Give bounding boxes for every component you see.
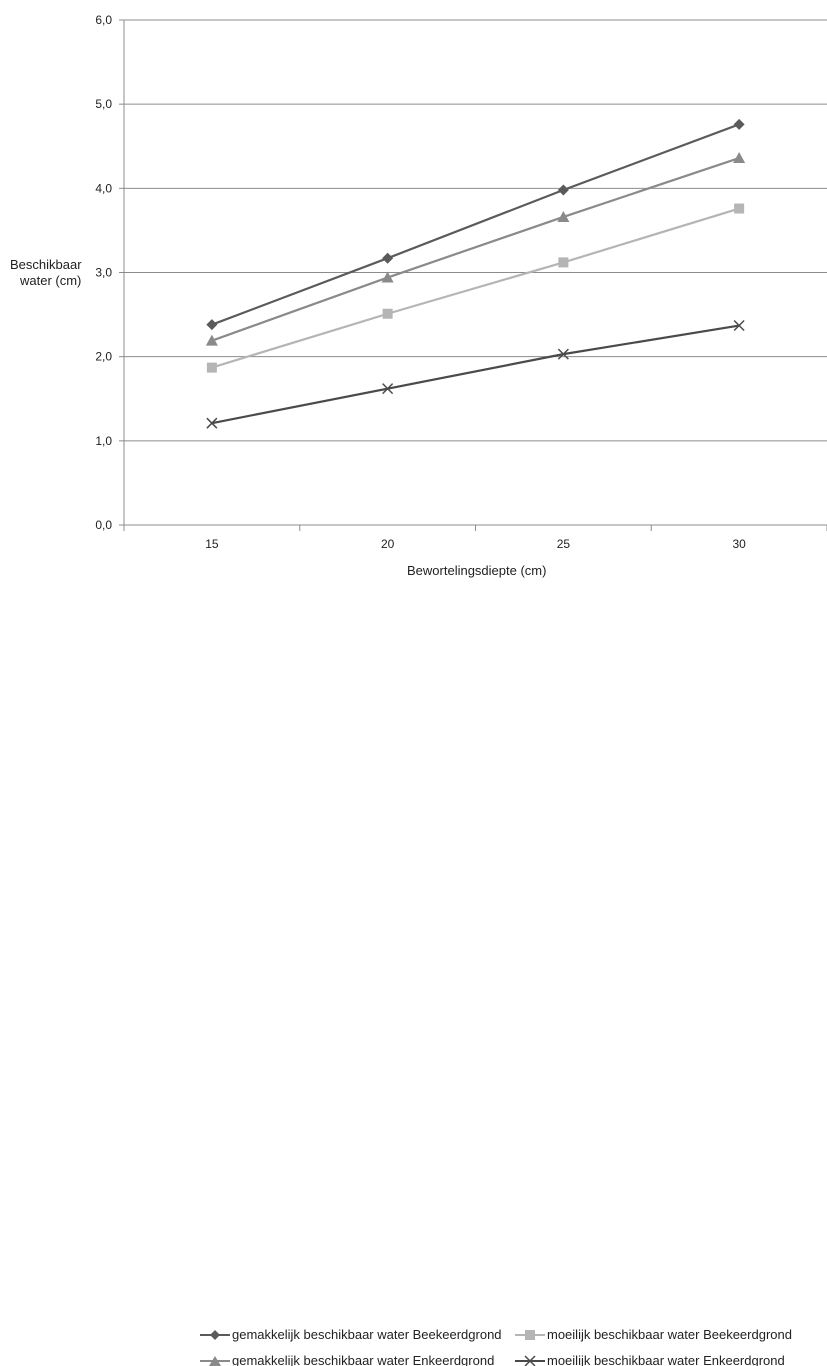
line-chart: 0,0 1,0 2,0 3,0 4,0 5,0 6,0 15 20 25 30 Beschikbaa… [0, 0, 827, 683]
legend-marker-square [515, 1329, 545, 1341]
legend-marker-x [515, 1355, 545, 1366]
data-point-s2-3 [558, 257, 568, 267]
legend-label-series-4: moeilijk beschikbaar water Enkeerdgrond [547, 1353, 785, 1366]
y-tick-label-3: 3,0 [95, 266, 112, 280]
y-tick-label-6: 6,0 [95, 13, 112, 27]
data-point-s2-4 [734, 204, 744, 214]
legend-item-series-3: gemakkelijk beschikbaar water Enkeerdgro… [200, 1353, 494, 1366]
x-tick-label-1: 20 [381, 537, 395, 551]
series-line-2 [212, 209, 739, 368]
series-line-4 [212, 326, 739, 424]
legend-label-series-3: gemakkelijk beschikbaar water Enkeerdgro… [232, 1353, 494, 1366]
data-point-s3-4 [733, 152, 745, 163]
data-point-s1-1 [206, 319, 217, 330]
data-point-s1-2 [382, 253, 393, 264]
chart-canvas: 0,0 1,0 2,0 3,0 4,0 5,0 6,0 15 20 25 30 [0, 0, 827, 683]
legend-label-series-1: gemakkelijk beschikbaar water Beekeerdgr… [232, 1327, 502, 1342]
legend-label-series-2: moeilijk beschikbaar water Beekeerdgrond [547, 1327, 792, 1342]
series-line-1 [212, 124, 739, 324]
legend-item-series-2: moeilijk beschikbaar water Beekeerdgrond [515, 1327, 792, 1342]
y-axis-label-line-1: Beschikbaar [10, 257, 82, 273]
legend-marker-triangle [200, 1355, 230, 1366]
legend-item-series-4: moeilijk beschikbaar water Enkeerdgrond [515, 1353, 785, 1366]
data-point-s1-4 [734, 119, 745, 130]
y-tick-label-5: 5,0 [95, 97, 112, 111]
legend-item-series-1: gemakkelijk beschikbaar water Beekeerdgr… [200, 1327, 502, 1342]
y-tick-label-0: 0,0 [95, 518, 112, 532]
y-axis-label-line-2: water (cm) [20, 273, 81, 289]
x-tick-label-0: 15 [205, 537, 219, 551]
data-point-s1-3 [558, 185, 569, 196]
legend-marker-diamond [200, 1329, 230, 1341]
data-point-s2-2 [383, 309, 393, 319]
y-tick-label-1: 1,0 [95, 434, 112, 448]
data-point-s2-1 [207, 363, 217, 373]
y-tick-label-4: 4,0 [95, 181, 112, 195]
x-tick-label-2: 25 [557, 537, 571, 551]
series-line-3 [212, 158, 739, 341]
y-tick-label-2: 2,0 [95, 350, 112, 364]
x-tick-label-3: 30 [732, 537, 746, 551]
x-axis-label: Bewortelingsdiepte (cm) [407, 563, 546, 578]
